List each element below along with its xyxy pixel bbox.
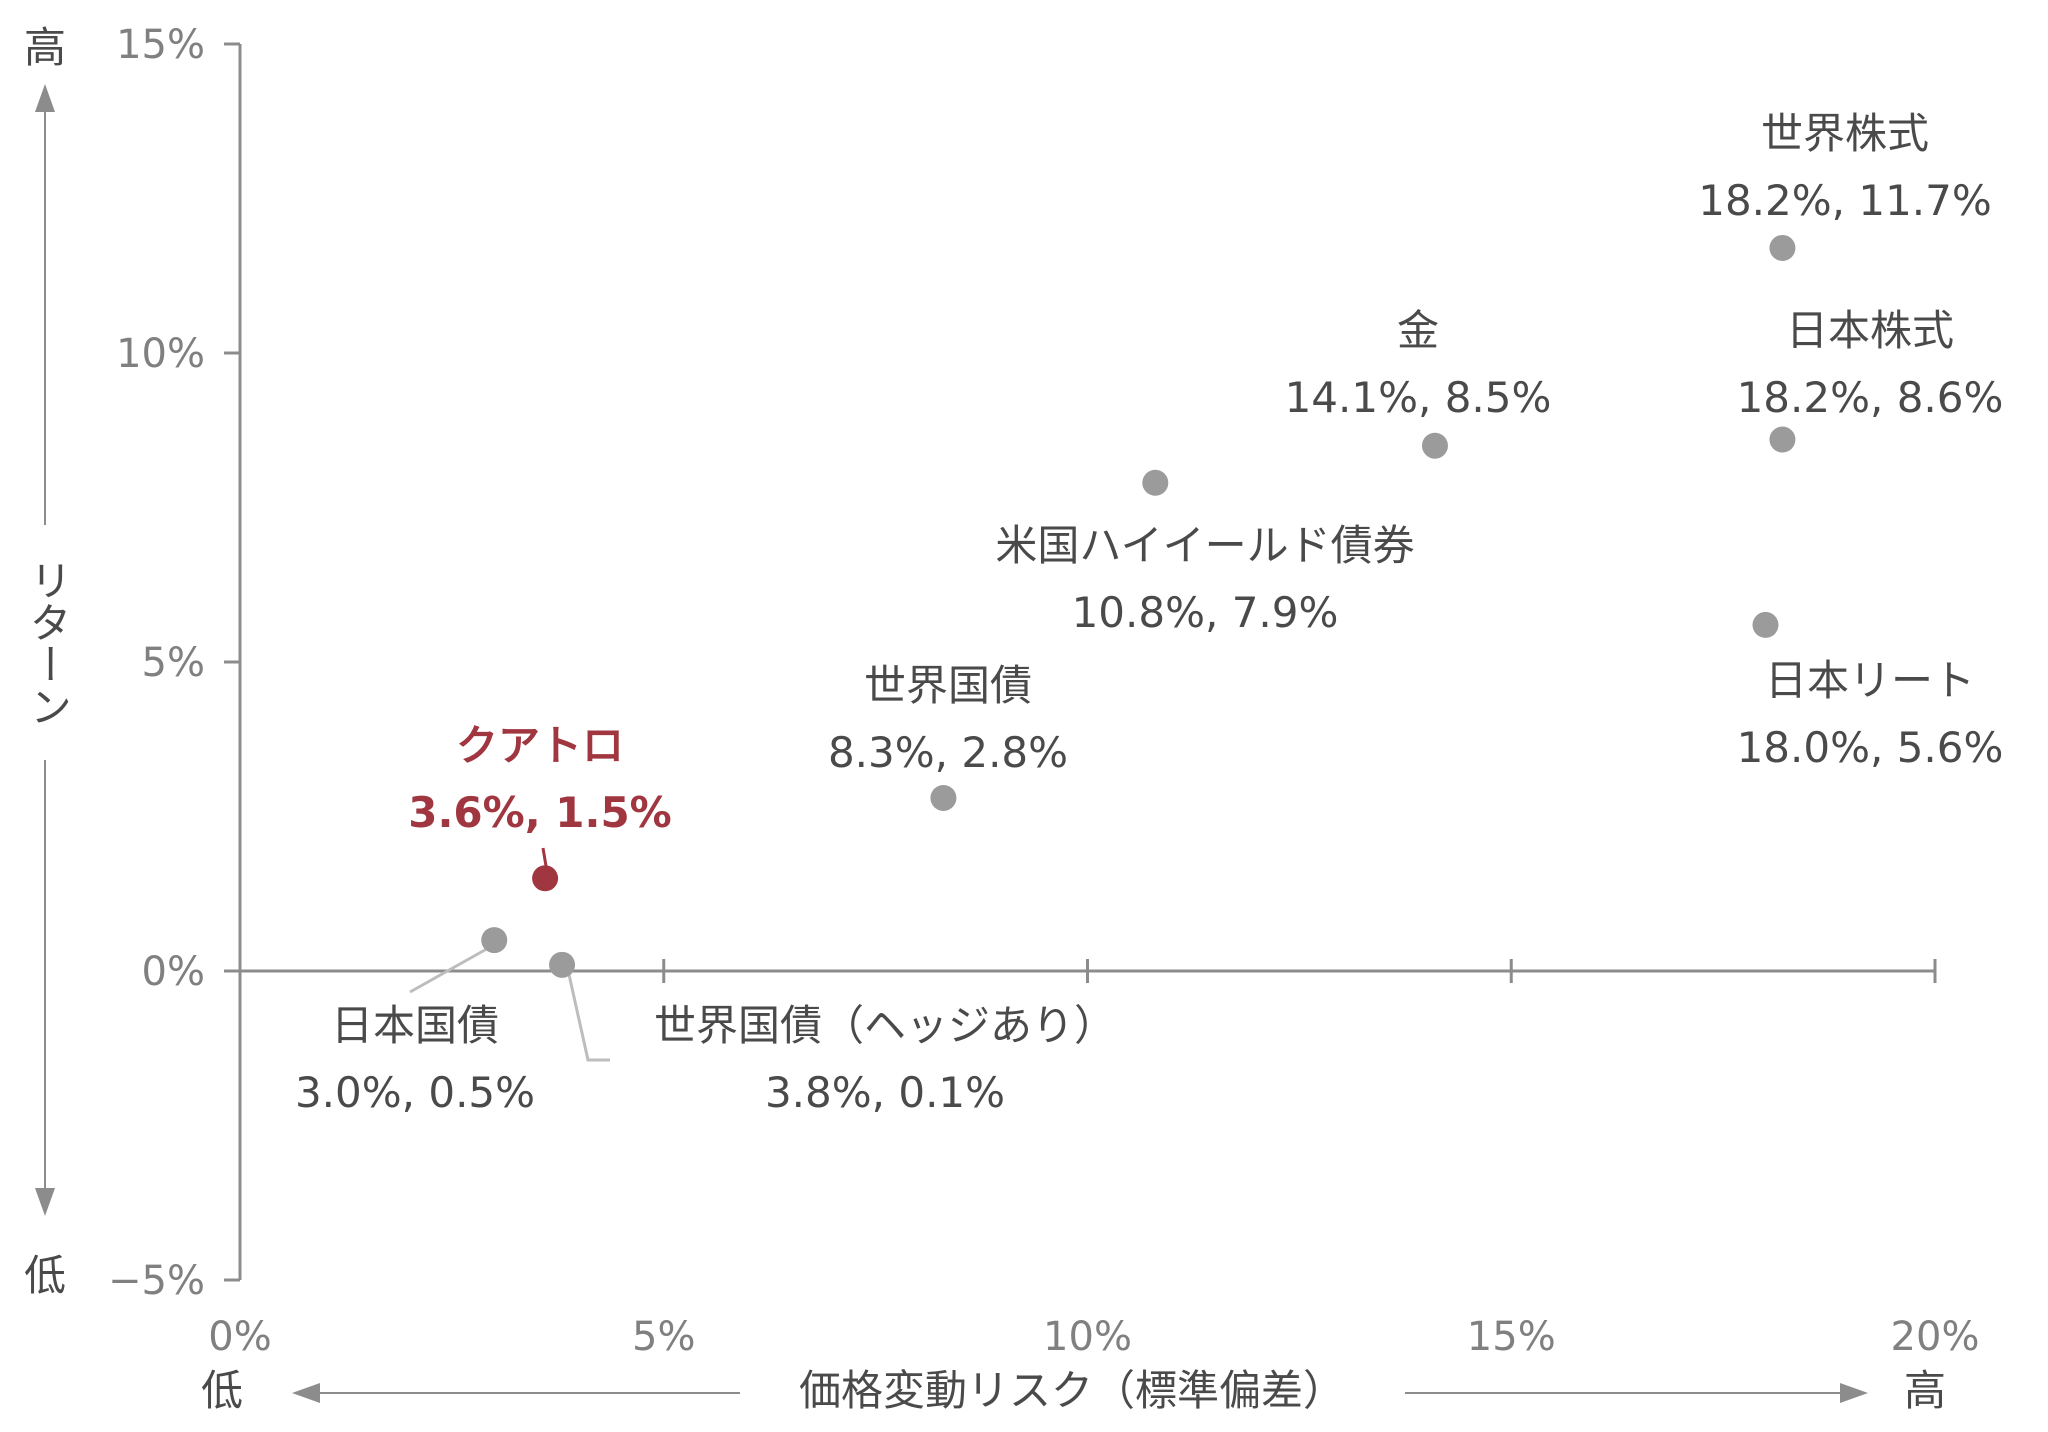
x-low-label: 低	[201, 1366, 243, 1415]
y-high-label: 高	[24, 23, 66, 72]
point-name-label: 世界国債	[864, 661, 1032, 710]
point-value-label: 18.2%, 8.6%	[1737, 373, 2004, 422]
point-value-label: 3.0%, 0.5%	[295, 1068, 535, 1117]
data-point	[1769, 426, 1796, 453]
point-name-label: 世界国債（ヘッジあり）	[654, 1001, 1116, 1050]
point-name-label: クアトロ	[456, 721, 624, 770]
y-tick-label: 15%	[116, 22, 205, 68]
quattro-leader-line	[541, 847, 548, 867]
point-value-label: 8.3%, 2.8%	[828, 728, 1068, 777]
data-point	[1769, 234, 1796, 261]
point-value-label: 14.1%, 8.5%	[1285, 373, 1552, 422]
point-name-label: 世界株式	[1761, 109, 1929, 158]
x-tick-label: 10%	[1043, 1314, 1132, 1360]
x-tick-label: 0%	[208, 1314, 271, 1360]
point-value-label: 18.0%, 5.6%	[1737, 723, 2004, 772]
x-tick-label: 20%	[1891, 1314, 1980, 1360]
point-value-label: 3.6%, 1.5%	[408, 788, 672, 837]
point-value-label: 18.2%, 11.7%	[1698, 176, 1992, 225]
data-point	[1752, 611, 1779, 638]
point-name-label: 日本国債	[331, 1001, 499, 1050]
y-tick-label: 5%	[142, 640, 205, 686]
x-high-label: 高	[1904, 1366, 1946, 1415]
point-name-label: 日本株式	[1786, 306, 1954, 355]
data-point	[1142, 469, 1169, 496]
point-value-label: 10.8%, 7.9%	[1072, 588, 1339, 637]
point-name-label: 日本リート	[1765, 656, 1975, 705]
arrow-up-icon	[35, 84, 55, 112]
point-value-label: 3.8%, 0.1%	[765, 1068, 1005, 1117]
arrow-down-icon	[35, 1188, 55, 1216]
jgb-leader-line	[409, 944, 493, 994]
global-bond-hedged-leader-line	[566, 969, 610, 1062]
y-tick-label: 0%	[142, 949, 205, 995]
arrow-right-icon	[1840, 1383, 1868, 1403]
data-point	[1421, 432, 1448, 459]
arrow-left-icon	[292, 1383, 320, 1403]
point-name-label: 米国ハイイールド債券	[995, 521, 1414, 570]
point-name-label: 金	[1397, 306, 1439, 355]
y-low-label: 低	[24, 1251, 66, 1300]
data-point	[481, 927, 508, 954]
data-point	[532, 865, 559, 892]
data-point	[549, 951, 576, 978]
y-tick-label: −5%	[108, 1258, 205, 1304]
x-tick-label: 5%	[632, 1314, 695, 1360]
x-tick-label: 15%	[1467, 1314, 1556, 1360]
x-axis-title: 価格変動リスク（標準偏差）	[799, 1366, 1345, 1415]
y-axis-title: リターン	[24, 559, 73, 727]
data-point	[930, 784, 957, 811]
y-tick-label: 10%	[116, 331, 205, 377]
